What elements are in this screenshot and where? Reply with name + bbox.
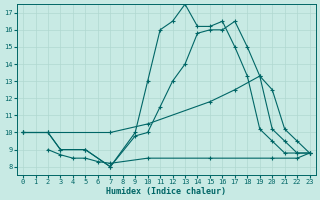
X-axis label: Humidex (Indice chaleur): Humidex (Indice chaleur) <box>106 187 226 196</box>
